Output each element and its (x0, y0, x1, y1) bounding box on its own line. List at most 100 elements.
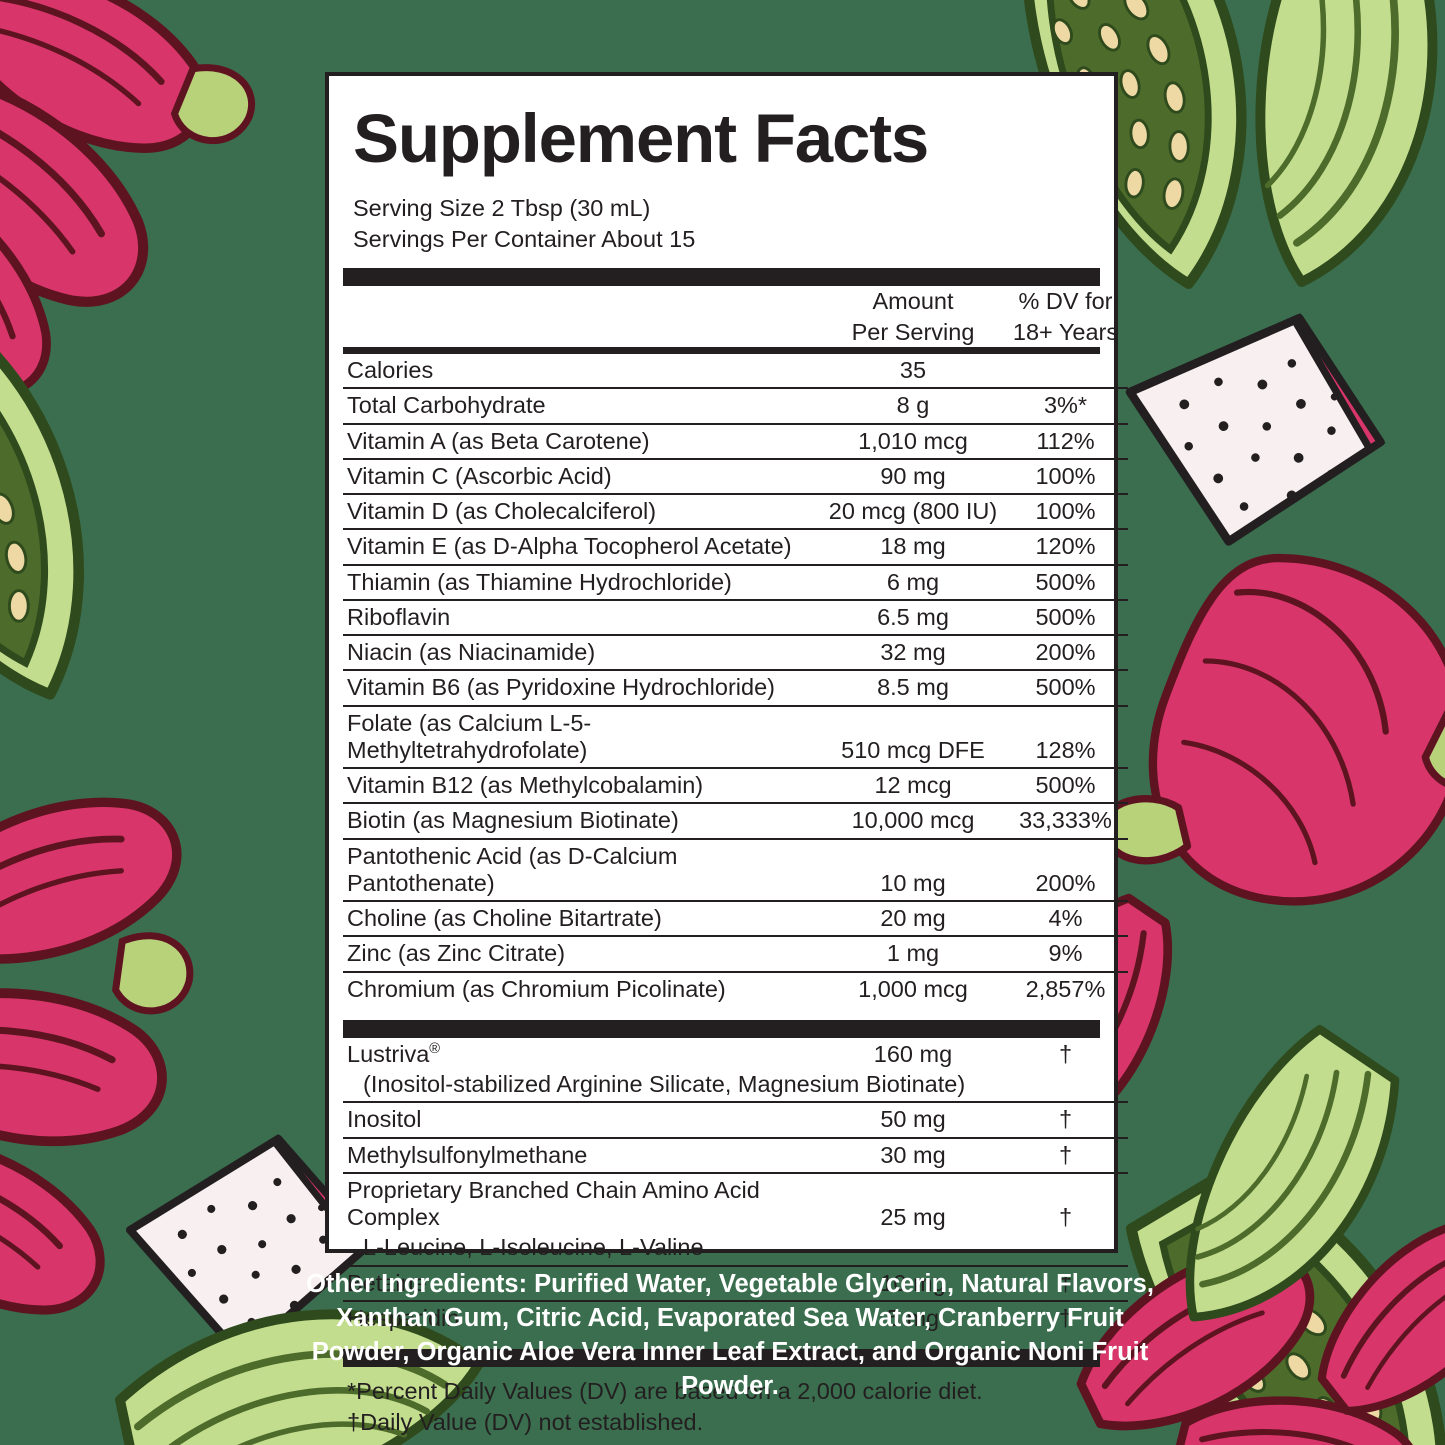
table-header-row: Amount Per Serving % DV for 18+ Years (343, 286, 1128, 347)
divider-bar-top (343, 268, 1100, 287)
nutrient-daily-value: 200% (1003, 634, 1128, 671)
footnotes: *Percent Daily Values (DV) are based on … (347, 1367, 1100, 1438)
nutrient-amount: 20 mcg (800 IU) (823, 493, 1003, 530)
nutrient-amount: 90 mg (823, 457, 1003, 495)
nutrient-daily-value: 500% (1003, 767, 1128, 804)
header-amount-per-serving: Amount Per Serving (823, 286, 1003, 347)
blend-subingredient-text: L-Leucine, L-Isoleucine, L-Valine (363, 1234, 704, 1261)
table-row: Calories 35 (343, 354, 1128, 388)
serving-size: Serving Size 2 Tbsp (30 mL) (353, 195, 651, 221)
blend-ingredient-amount: 50 mg (823, 1101, 1003, 1138)
blend-subingredient-row: (Inositol-stabilized Arginine Silicate, … (343, 1071, 1128, 1102)
nutrient-amount: 510 mcg DFE (823, 704, 1003, 769)
nutrient-daily-value: 112% (1003, 422, 1128, 459)
nutrient-daily-value: 500% (1003, 598, 1128, 636)
nutrient-daily-value: 2,857% (1003, 970, 1128, 1006)
blend-ingredient-amount: 25 mg (823, 1171, 1003, 1235)
nutrient-daily-value: 4% (1003, 900, 1128, 937)
nutrient-amount: 18 mg (823, 528, 1003, 565)
header-dv-line2: 18+ Years (1012, 318, 1119, 345)
nutrient-name: Thiamin (as Thiamine Hydrochloride) (343, 563, 823, 600)
nutrient-daily-value: 9% (1003, 935, 1128, 972)
table-row: Zinc (as Zinc Citrate) 1 mg 9% (343, 935, 1128, 972)
header-amount-line2: Per Serving (851, 318, 975, 345)
nutrient-name: Zinc (as Zinc Citrate) (343, 935, 823, 972)
footnote-percent-dv: *Percent Daily Values (DV) are based on … (347, 1378, 983, 1405)
nutrient-name: Total Carbohydrate (343, 387, 823, 424)
blend-ingredient-name: Lustriva® (347, 1040, 441, 1067)
divider-bar-blend (343, 1019, 1100, 1038)
nutrient-daily-value: 100% (1003, 457, 1128, 495)
blend-ingredient-daily-value: † (1003, 1171, 1128, 1235)
nutrient-amount: 6.5 mg (823, 598, 1003, 636)
nutrient-name: Biotin (as Magnesium Biotinate) (343, 802, 823, 839)
nutrient-amount: 6 mg (823, 563, 1003, 600)
nutrient-daily-value: 500% (1003, 563, 1128, 600)
dragonfruit-bottom-left (0, 769, 227, 1357)
table-row: Thiamin (as Thiamine Hydrochloride) 6 mg 5… (343, 563, 1128, 600)
table-row: Vitamin B12 (as Methylcobalamin) 12 mcg 50… (343, 767, 1128, 804)
nutrient-daily-value: 500% (1003, 669, 1128, 706)
nutrient-daily-value: 3%* (1003, 387, 1128, 424)
table-row: Vitamin C (Ascorbic Acid) 90 mg 100% (343, 457, 1128, 495)
nutrient-name: Vitamin E (as D-Alpha Tocopherol Acetate… (343, 528, 823, 565)
nutrient-amount: 8 g (823, 387, 1003, 424)
blend-ingredient-amount: 160 mg (873, 1040, 953, 1067)
table-row: Riboflavin 6.5 mg 500% (343, 598, 1128, 636)
melon-top-right-2 (1241, 0, 1445, 293)
nutrient-daily-value: 200% (1003, 837, 1128, 902)
nutrient-rows-table: Calories 35 Total Carbohydrate 8 g 3%* Vitami… (343, 354, 1128, 1006)
table-row: Lustriva® 160 mg † (343, 1038, 1128, 1071)
nutrient-amount: 1,010 mcg (823, 422, 1003, 459)
blend-ingredient-daily-value: † (1058, 1040, 1073, 1067)
header-daily-value: % DV for 18+ Years (1003, 286, 1128, 347)
header-amount-line1: Amount (872, 288, 954, 315)
blend-ingredient-name: Betaine (343, 1264, 823, 1301)
serving-info: Serving Size 2 Tbsp (30 mL) Servings Per… (353, 193, 1100, 254)
blend-ingredient-name: Inositol (343, 1101, 823, 1138)
supplement-facts-panel: Supplement Facts Serving Size 2 Tbsp (30… (325, 72, 1128, 1435)
nutrient-amount: 20 mg (823, 900, 1003, 937)
footnote-dagger-dv: †Daily Value (DV) not established. (347, 1409, 704, 1436)
table-row: Chromium (as Chromium Picolinate) 1,000 m… (343, 970, 1128, 1006)
divider-bar-header (343, 347, 1100, 355)
nutrient-name: Riboflavin (343, 598, 823, 636)
table-row: Proprietary Branched Chain Amino Acid Co… (343, 1171, 1128, 1235)
nutrient-amount: 10 mg (823, 837, 1003, 902)
nutrient-name: Pantothenic Acid (as D-Calcium Pantothen… (343, 837, 823, 902)
table-row: Vitamin B6 (as Pyridoxine Hydrochloride)… (343, 669, 1128, 706)
nutrient-daily-value: 120% (1003, 528, 1128, 565)
table-row: Niacin (as Niacinamide) 32 mg 200% (343, 634, 1128, 671)
table-row: Folate (as Calcium L-5-Methyltetrahydrof… (343, 704, 1128, 769)
table-row: Vitamin D (as Cholecalciferol) 20 mcg (80… (343, 493, 1128, 530)
nutrient-name: Vitamin C (Ascorbic Acid) (343, 457, 823, 495)
nutrient-amount: 8.5 mg (823, 669, 1003, 706)
nutrient-daily-value: 33,333% (1003, 802, 1128, 839)
blend-ingredient-daily-value: † (1003, 1136, 1128, 1173)
servings-per-container: Servings Per Container About 15 (353, 225, 696, 252)
panel-title: Supplement Facts (353, 100, 929, 177)
nutrient-name: Chromium (as Chromium Picolinate) (343, 970, 823, 1006)
nutrient-name: Vitamin A (as Beta Carotene) (343, 422, 823, 459)
nutrient-name: Niacin (as Niacinamide) (343, 634, 823, 671)
blend-ingredient-amount: 10 mg (823, 1264, 1003, 1301)
table-row: Inositol 50 mg † (343, 1101, 1128, 1138)
blend-ingredient-daily-value: † (1003, 1299, 1128, 1336)
header-nutrient (343, 286, 823, 347)
blend-ingredient-name: Hesperidin (343, 1299, 823, 1336)
nutrient-name: Choline (as Choline Bitartrate) (343, 900, 823, 937)
blend-ingredient-amount: 5 mg (823, 1299, 1003, 1336)
nutrient-name: Vitamin B12 (as Methylcobalamin) (343, 767, 823, 804)
blend-ingredient-name: Proprietary Branched Chain Amino Acid Co… (343, 1171, 823, 1235)
header-dv-line1: % DV for (1018, 288, 1113, 315)
table-row: Vitamin A (as Beta Carotene) 1,010 mcg 112… (343, 422, 1128, 459)
divider-bar-footnotes (343, 1349, 1100, 1368)
nutrient-daily-value: 128% (1003, 704, 1128, 769)
nutrient-amount: 1,000 mcg (823, 970, 1003, 1006)
registered-trademark-icon: ® (429, 1041, 441, 1058)
blend-ingredient-daily-value: † (1003, 1101, 1128, 1138)
dragonfruit-slice-right (1123, 306, 1395, 556)
nutrient-amount: 32 mg (823, 634, 1003, 671)
